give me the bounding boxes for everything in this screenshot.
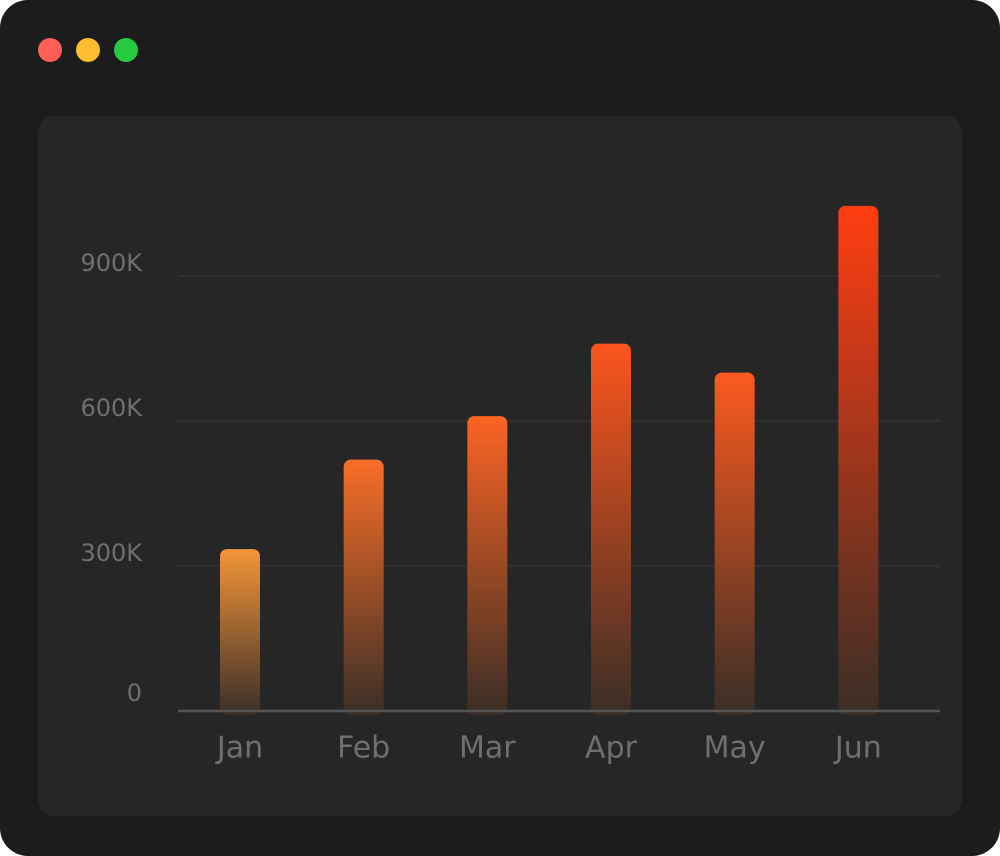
window-close-button[interactable] [38,38,62,62]
window-maximize-button[interactable] [114,38,138,62]
x-tick-label: Jun [833,731,882,766]
y-tick-label: 300K [80,539,143,567]
chart-panel: 0 300K 600K 900K Jan Feb Mar Apr May Jun [38,116,962,816]
bar-mar[interactable] [467,416,508,715]
window-minimize-button[interactable] [76,38,100,62]
bar-feb[interactable] [343,459,384,715]
x-tick-label: Mar [459,731,516,766]
y-tick-label: 600K [80,394,143,422]
x-tick-label: May [704,731,766,766]
bar-jun[interactable] [838,205,879,715]
bar-jan[interactable] [220,549,260,715]
bar-apr[interactable] [591,343,631,715]
x-tick-label: Jan [215,731,263,766]
bar-may[interactable] [714,372,755,715]
x-tick-label: Feb [337,731,390,766]
bar-chart: 0 300K 600K 900K Jan Feb Mar Apr May Jun [80,205,940,766]
y-tick-label: 0 [127,679,142,707]
x-tick-label: Apr [585,731,638,766]
y-tick-label: 900K [80,249,143,277]
